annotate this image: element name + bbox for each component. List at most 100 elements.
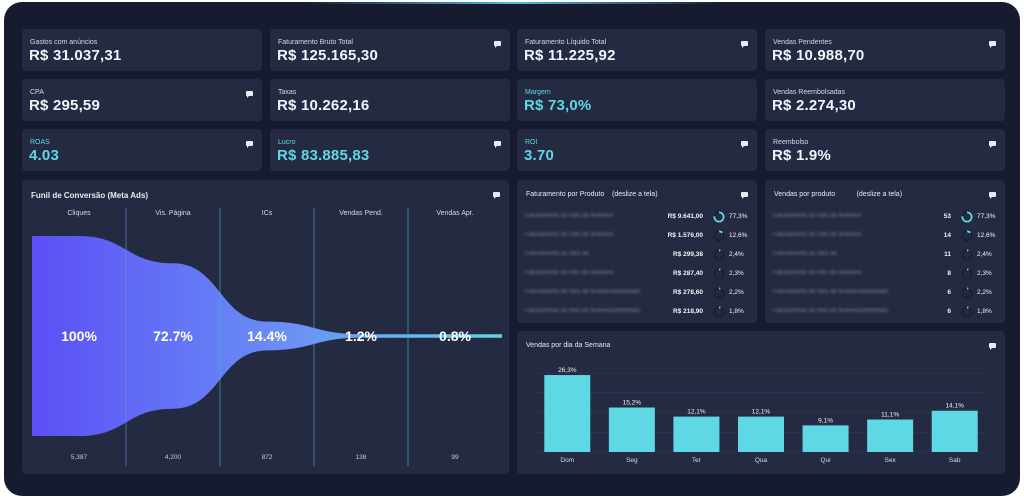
- funnel-stage-count: 872: [261, 454, 273, 461]
- product-percent: 2,3%: [729, 270, 744, 277]
- product-row: Faturamento do mês de fevereirodetalhado…: [773, 306, 997, 319]
- product-name: Faturamento do mês de fevereirodetalhado: [773, 289, 889, 295]
- product-name: Faturamento do mês de fevereirodetalhado: [773, 308, 889, 314]
- product-value: 14: [943, 232, 951, 239]
- bar-value-label: 14,1%: [945, 403, 964, 410]
- share-ring-fill: [961, 211, 973, 223]
- comment-icon[interactable]: [741, 141, 748, 148]
- product-name: Faturamento do mês de fevereiro: [525, 213, 614, 219]
- bar-category-label: Seg: [626, 457, 638, 464]
- share-ring: [713, 287, 725, 299]
- kpi-card: Reembolso R$ 1.9%: [765, 129, 1005, 171]
- kpi-label: Vendas Pendentes: [773, 39, 832, 46]
- bar-value-label: 15,2%: [623, 400, 642, 407]
- funnel-shape: [32, 236, 502, 436]
- dashboard: Gastos com anúncios R$ 31.037,31 Faturamen…: [4, 2, 1020, 496]
- product-percent: 1,8%: [729, 308, 744, 315]
- kpi-label: Margem: [525, 89, 551, 96]
- revenue-by-product-title: Faturamento por Produto (deslize a tela): [526, 191, 658, 198]
- product-value: R$ 218,90: [673, 308, 703, 315]
- product-row: Faturamento do mês de fevereiro R$ 287,40…: [525, 268, 749, 281]
- funnel-stage-label: Vendas Apr.: [436, 210, 474, 217]
- sales-by-weekday-panel: Vendas por dia da Semana 26,3% Dom 15,2% Se…: [517, 331, 1005, 474]
- product-name: Faturamento do mês de fevereiro: [525, 232, 614, 238]
- comment-icon[interactable]: [989, 41, 996, 48]
- comment-icon[interactable]: [989, 343, 996, 350]
- product-percent: 2,3%: [977, 270, 992, 277]
- comment-icon[interactable]: [741, 192, 748, 199]
- share-ring-fill: [961, 268, 973, 280]
- product-percent: 77,3%: [977, 213, 996, 220]
- share-ring: [961, 306, 973, 318]
- kpi-card: Margem R$ 73,0%: [517, 79, 757, 121]
- bar-sab[interactable]: [931, 410, 978, 452]
- bar-category-label: Sex: [885, 457, 897, 464]
- product-percent: 2,4%: [729, 251, 744, 258]
- product-value: R$ 1.576,00: [667, 232, 703, 239]
- revenue-by-product-panel[interactable]: Faturamento por Produto (deslize a tela)…: [517, 180, 757, 323]
- swipe-hint: (deslize a tela): [612, 191, 658, 198]
- bar-value-label: 9,1%: [818, 417, 833, 424]
- kpi-value: R$ 31.037,31: [29, 47, 122, 64]
- comment-icon[interactable]: [246, 91, 253, 98]
- product-row: Faturamento do mês de 11 2,4%: [773, 249, 997, 262]
- comment-icon[interactable]: [989, 141, 996, 148]
- product-percent: 2,4%: [977, 251, 992, 258]
- product-name: Faturamento do mês de fevereiro: [525, 270, 614, 276]
- sales-by-product-panel[interactable]: Vendas por produto (deslize a tela) Fatu…: [765, 180, 1005, 323]
- panel-title-text: Vendas por produto: [774, 191, 836, 198]
- bar-sex[interactable]: [867, 419, 914, 452]
- comment-icon[interactable]: [741, 41, 748, 48]
- product-name: Faturamento do mês de: [525, 251, 589, 257]
- product-name: Faturamento do mês de: [773, 251, 837, 257]
- comment-icon[interactable]: [494, 141, 501, 148]
- comment-icon[interactable]: [246, 141, 253, 148]
- comment-icon[interactable]: [493, 192, 500, 199]
- share-ring: [961, 211, 973, 223]
- funnel-stage-label: Vendas Pend.: [339, 210, 383, 217]
- kpi-label: CPA: [30, 89, 44, 96]
- bar-qui[interactable]: [802, 425, 849, 452]
- bar-qua[interactable]: [738, 416, 784, 452]
- product-percent: 2,2%: [729, 289, 744, 296]
- weekday-bar-chart: 26,3% Dom 15,2% Seg 12,1% Ter 12,1% Qua 9,1% Qui 1…: [535, 367, 987, 464]
- kpi-value: R$ 10.262,16: [277, 97, 370, 114]
- share-ring-fill: [961, 249, 973, 261]
- product-value: 6: [947, 308, 951, 315]
- bar-category-label: Qui: [821, 457, 831, 464]
- bar-category-label: Qua: [755, 457, 768, 464]
- share-ring-fill: [713, 230, 725, 242]
- funnel-chart: [32, 208, 502, 466]
- funnel-stage-count: 4,200: [164, 454, 182, 461]
- kpi-card: Vendas Reembolsadas R$ 2.274,30: [765, 79, 1005, 121]
- comment-icon[interactable]: [989, 192, 996, 199]
- product-row: Faturamento do mês de fevereiro 14 12,6%: [773, 230, 997, 243]
- funnel-stage-label: Vis. Página: [155, 210, 191, 217]
- share-ring: [713, 268, 725, 280]
- product-name: Faturamento do mês de fevereirodetalhado: [525, 289, 641, 295]
- share-ring-fill: [713, 211, 725, 223]
- kpi-value: R$ 83.885,83: [277, 147, 370, 164]
- product-value: R$ 287,40: [673, 270, 703, 277]
- bar-ter[interactable]: [673, 416, 720, 452]
- share-ring: [961, 268, 973, 280]
- product-value: R$ 9.641,00: [667, 213, 703, 220]
- comment-icon[interactable]: [494, 41, 501, 48]
- kpi-value: R$ 125.165,30: [277, 47, 379, 64]
- funnel-stage-percent: 0.8%: [439, 328, 471, 344]
- kpi-card: ROI 3.70: [517, 129, 757, 171]
- funnel-stage-count: 5,387: [70, 454, 88, 461]
- bar-value-label: 11,1%: [881, 412, 899, 419]
- product-row: Faturamento do mês de fevereiro R$ 9.641,…: [525, 211, 749, 224]
- kpi-value: 4.03: [29, 147, 59, 164]
- product-value: R$ 278,60: [673, 289, 703, 296]
- product-name: Faturamento do mês de fevereiro: [773, 232, 862, 238]
- share-ring: [961, 287, 973, 299]
- bar-dom[interactable]: [544, 375, 591, 452]
- bar-seg[interactable]: [608, 407, 655, 452]
- share-ring-fill: [961, 287, 973, 299]
- share-ring: [713, 230, 725, 242]
- bar-category-label: Sab: [949, 457, 961, 464]
- share-ring: [713, 249, 725, 261]
- funnel-stage-count: 99: [451, 454, 459, 461]
